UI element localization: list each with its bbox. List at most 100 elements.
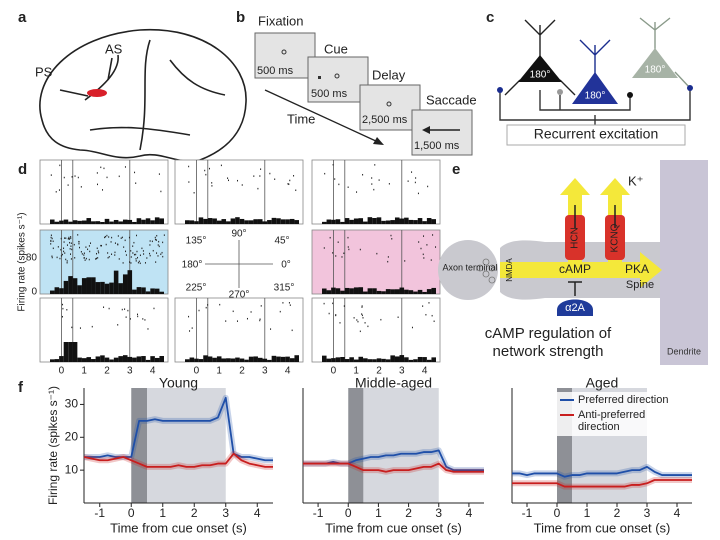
raster-panel [311, 229, 441, 295]
spike [50, 240, 52, 243]
histogram-bar [154, 288, 160, 294]
spike [106, 234, 108, 237]
histogram-bar [54, 287, 60, 294]
spike [96, 172, 98, 174]
histogram-bar [226, 358, 231, 362]
spike [155, 261, 157, 263]
spike [135, 260, 137, 262]
spike [332, 302, 334, 305]
series-line [303, 449, 484, 472]
spike [371, 183, 373, 185]
spike [338, 183, 340, 186]
panel-label: e [452, 161, 460, 178]
spike [348, 248, 350, 251]
delay-shade [147, 388, 226, 503]
channel-label: KCNQ [610, 223, 621, 252]
spike [228, 179, 230, 182]
spike [149, 240, 151, 242]
spike [432, 234, 434, 236]
histogram-bar [426, 289, 432, 294]
histogram-bar [154, 357, 160, 362]
spike [95, 258, 97, 260]
spike [80, 186, 82, 188]
spike [269, 172, 271, 175]
spike [89, 250, 91, 253]
spike [58, 189, 60, 191]
histogram-bar [390, 355, 395, 362]
spike [57, 246, 59, 248]
spike [144, 319, 146, 321]
delay-shade [363, 388, 439, 503]
histogram-bar [63, 219, 69, 224]
spike [162, 255, 164, 258]
spike [79, 327, 81, 329]
histogram-bar [353, 218, 359, 224]
spike [88, 245, 90, 247]
histogram-bar [267, 359, 272, 362]
direction-label: 225° [186, 283, 207, 294]
spike [111, 236, 113, 239]
alpha2a-receptor [557, 299, 593, 316]
spike [259, 318, 261, 320]
spike [70, 258, 72, 260]
spike [162, 241, 164, 244]
spike [423, 257, 425, 259]
spike [80, 251, 82, 253]
spike [137, 261, 139, 264]
panel-label: b [236, 9, 245, 26]
spike [124, 166, 126, 168]
spike [101, 244, 103, 247]
spike [70, 237, 72, 240]
x-axis-label: Time from cue onset (s) [110, 520, 247, 535]
spike [111, 253, 113, 255]
histogram-bar [77, 285, 82, 294]
histogram-bar [86, 218, 92, 224]
histogram-bar [326, 290, 332, 294]
spike [411, 326, 413, 329]
series-line [84, 396, 273, 462]
raster-panel [39, 159, 169, 225]
histogram-bar [141, 287, 146, 294]
spike [225, 320, 227, 322]
histogram-bar [344, 359, 350, 362]
direction-label: 45° [274, 236, 289, 247]
spike [50, 243, 52, 245]
histogram-bar [104, 218, 110, 224]
histogram-bar [203, 218, 208, 224]
spike [96, 257, 98, 260]
histogram-bar [104, 357, 110, 362]
spike [149, 254, 151, 257]
histogram-bar [353, 287, 359, 294]
histogram-bar [145, 359, 151, 362]
spike [74, 175, 76, 177]
histogram-bar [100, 281, 105, 294]
spike [397, 316, 399, 318]
histogram-bar [431, 357, 436, 362]
spike [371, 177, 373, 179]
spike [353, 317, 355, 319]
spike [211, 182, 213, 184]
histogram-bar [132, 289, 137, 294]
spike [237, 179, 239, 182]
spike [51, 255, 53, 257]
histogram-bar [113, 219, 119, 224]
histogram-bar [109, 359, 114, 362]
y-tick-label: 30 [65, 397, 79, 411]
histogram-bar [72, 278, 78, 294]
spike [270, 328, 272, 330]
histogram-bar [285, 219, 290, 224]
spike [423, 235, 425, 237]
histogram-bar [81, 358, 87, 362]
spike [88, 258, 90, 261]
spike [387, 260, 389, 263]
spike [422, 305, 424, 307]
spike [84, 259, 86, 261]
histogram-bar [50, 219, 55, 224]
channel-label: HCN [570, 227, 581, 249]
spike [334, 178, 336, 180]
spike [133, 241, 135, 244]
spike [69, 253, 71, 255]
spike [415, 177, 417, 179]
spike [142, 318, 144, 320]
x-tick-label: 1 [216, 366, 222, 377]
